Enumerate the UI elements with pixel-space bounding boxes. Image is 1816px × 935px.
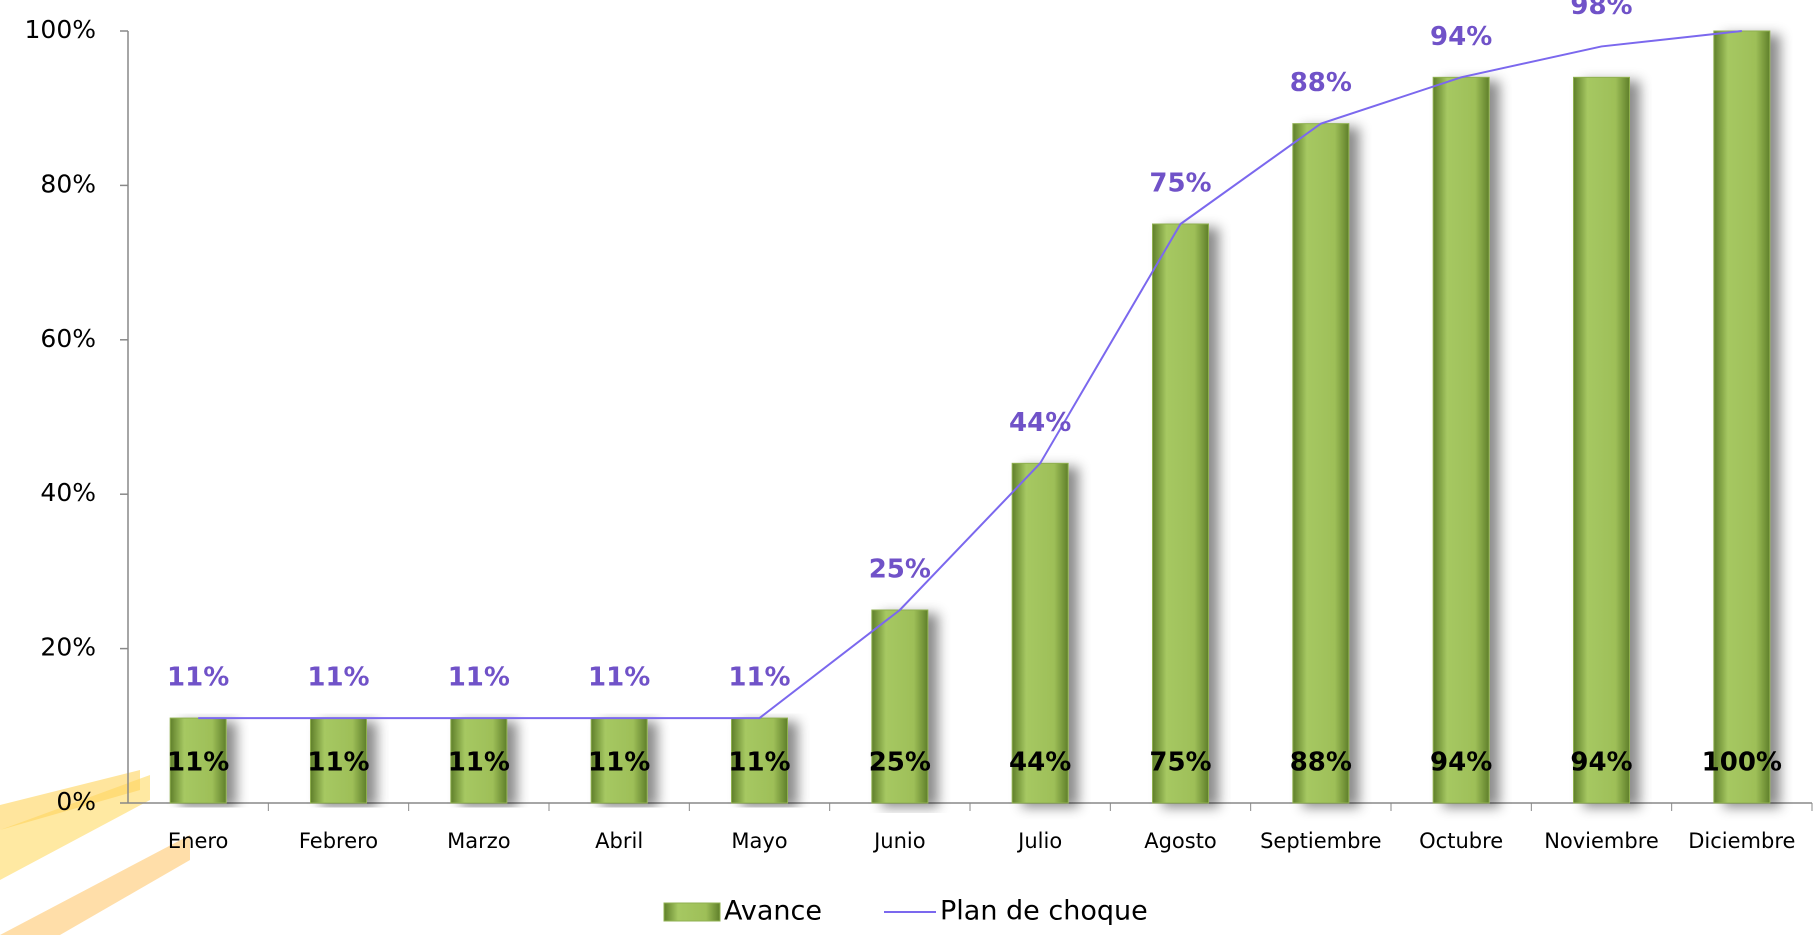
x-tick-label: Septiembre xyxy=(1260,829,1381,853)
bar-value-label: 94% xyxy=(1430,748,1492,778)
y-tick-label: 0% xyxy=(56,787,96,816)
bar-value-label: 11% xyxy=(588,748,650,778)
legend-label: Plan de choque xyxy=(940,896,1148,927)
bar-value-label: 11% xyxy=(728,748,790,778)
y-tick-label: 60% xyxy=(40,324,96,353)
y-tick-label: 40% xyxy=(40,478,96,507)
x-tick-label: Abril xyxy=(595,829,643,853)
line-value-label: 100% xyxy=(1702,0,1782,6)
line-value-label: 11% xyxy=(448,663,510,693)
x-tick-label: Agosto xyxy=(1144,829,1217,853)
x-tick-label: Octubre xyxy=(1419,829,1503,853)
bar-value-label: 25% xyxy=(869,748,931,778)
y-tick-label: 20% xyxy=(40,633,96,662)
x-tick-label: Diciembre xyxy=(1688,829,1795,853)
y-tick-label: 100% xyxy=(25,15,96,44)
chart: 0% 20% 40% 60% 80% 100% Enero Febrero Marzo Abril… xyxy=(0,0,1816,935)
x-tick-label: Julio xyxy=(1016,829,1062,853)
bar xyxy=(1714,31,1770,803)
line-value-label: 11% xyxy=(307,663,369,693)
x-tick-label: Marzo xyxy=(447,829,511,853)
bar-value-label: 11% xyxy=(448,748,510,778)
bar xyxy=(1433,77,1489,803)
x-tick-label: Noviembre xyxy=(1544,829,1659,853)
bar xyxy=(1153,224,1209,803)
line-value-label: 25% xyxy=(869,555,931,585)
line xyxy=(198,31,1742,718)
bar-value-label: 75% xyxy=(1149,748,1211,778)
bar-value-label: 44% xyxy=(1009,748,1071,778)
legend-label: Avance xyxy=(724,896,822,927)
bar-value-label: 100% xyxy=(1702,748,1782,778)
bar xyxy=(1574,77,1630,803)
bar-value-label: 11% xyxy=(167,748,229,778)
x-tick-label: Febrero xyxy=(299,829,378,853)
x-tick-label: Enero xyxy=(168,829,229,853)
line-value-label: 75% xyxy=(1149,169,1211,199)
x-tick-label: Mayo xyxy=(731,829,787,853)
line-value-label: 88% xyxy=(1290,68,1352,98)
legend-swatch xyxy=(664,903,720,921)
bar xyxy=(1293,124,1349,803)
line-value-label: 11% xyxy=(588,663,650,693)
line-value-label: 44% xyxy=(1009,408,1071,438)
line-value-label: 98% xyxy=(1570,0,1632,21)
bar-value-label: 88% xyxy=(1290,748,1352,778)
line-value-label: 11% xyxy=(167,663,229,693)
line-value-label: 94% xyxy=(1430,22,1492,52)
bar-value-label: 94% xyxy=(1570,748,1632,778)
y-tick-label: 80% xyxy=(40,169,96,198)
bar-value-label: 11% xyxy=(307,748,369,778)
line-value-label: 11% xyxy=(728,663,790,693)
x-tick-label: Junio xyxy=(872,829,926,853)
